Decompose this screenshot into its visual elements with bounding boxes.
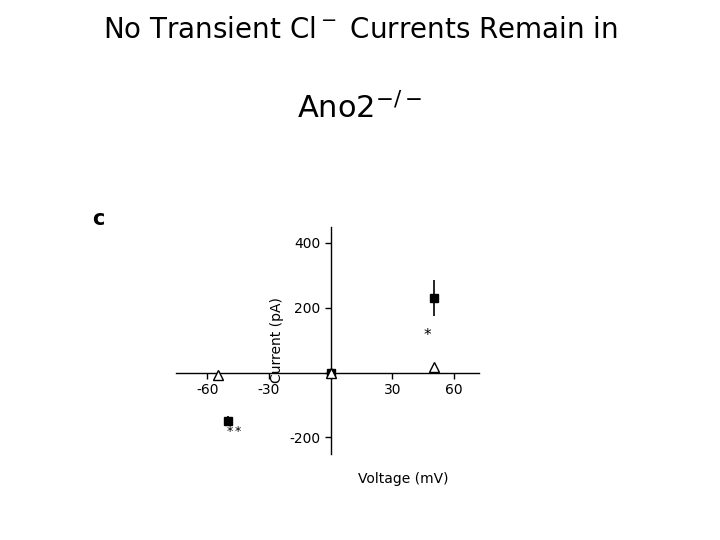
Text: c: c (91, 208, 104, 228)
Text: $**$: $**$ (225, 423, 243, 436)
Text: $*$: $*$ (423, 326, 432, 341)
Text: Ano2$^{-/-}$: Ano2$^{-/-}$ (297, 92, 423, 124)
Y-axis label: Current (pA): Current (pA) (269, 297, 284, 383)
X-axis label: Voltage (mV): Voltage (mV) (358, 472, 449, 486)
Text: No Transient Cl$^-$ Currents Remain in: No Transient Cl$^-$ Currents Remain in (102, 16, 618, 44)
